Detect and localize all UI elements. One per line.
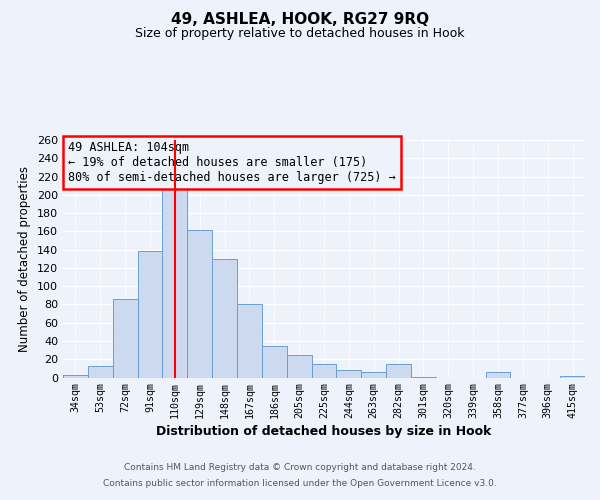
Bar: [113, 299, 137, 378]
Bar: [411, 376, 436, 378]
Bar: [337, 370, 361, 378]
Bar: [88, 366, 113, 378]
Bar: [262, 346, 287, 378]
Y-axis label: Number of detached properties: Number of detached properties: [19, 166, 31, 352]
Bar: [137, 252, 163, 378]
Bar: [212, 259, 237, 378]
Bar: [163, 186, 187, 378]
Bar: [311, 364, 337, 378]
Text: Size of property relative to detached houses in Hook: Size of property relative to detached ho…: [135, 28, 465, 40]
Bar: [187, 230, 212, 378]
Text: 49 ASHLEA: 104sqm
← 19% of detached houses are smaller (175)
80% of semi-detache: 49 ASHLEA: 104sqm ← 19% of detached hous…: [68, 141, 396, 184]
Bar: [386, 364, 411, 378]
Bar: [361, 372, 386, 378]
Text: Contains HM Land Registry data © Crown copyright and database right 2024.: Contains HM Land Registry data © Crown c…: [124, 464, 476, 472]
X-axis label: Distribution of detached houses by size in Hook: Distribution of detached houses by size …: [157, 426, 491, 438]
Bar: [485, 372, 511, 378]
Text: 49, ASHLEA, HOOK, RG27 9RQ: 49, ASHLEA, HOOK, RG27 9RQ: [171, 12, 429, 28]
Bar: [63, 375, 88, 378]
Text: Contains public sector information licensed under the Open Government Licence v3: Contains public sector information licen…: [103, 478, 497, 488]
Bar: [237, 304, 262, 378]
Bar: [560, 376, 585, 378]
Bar: [287, 354, 311, 378]
